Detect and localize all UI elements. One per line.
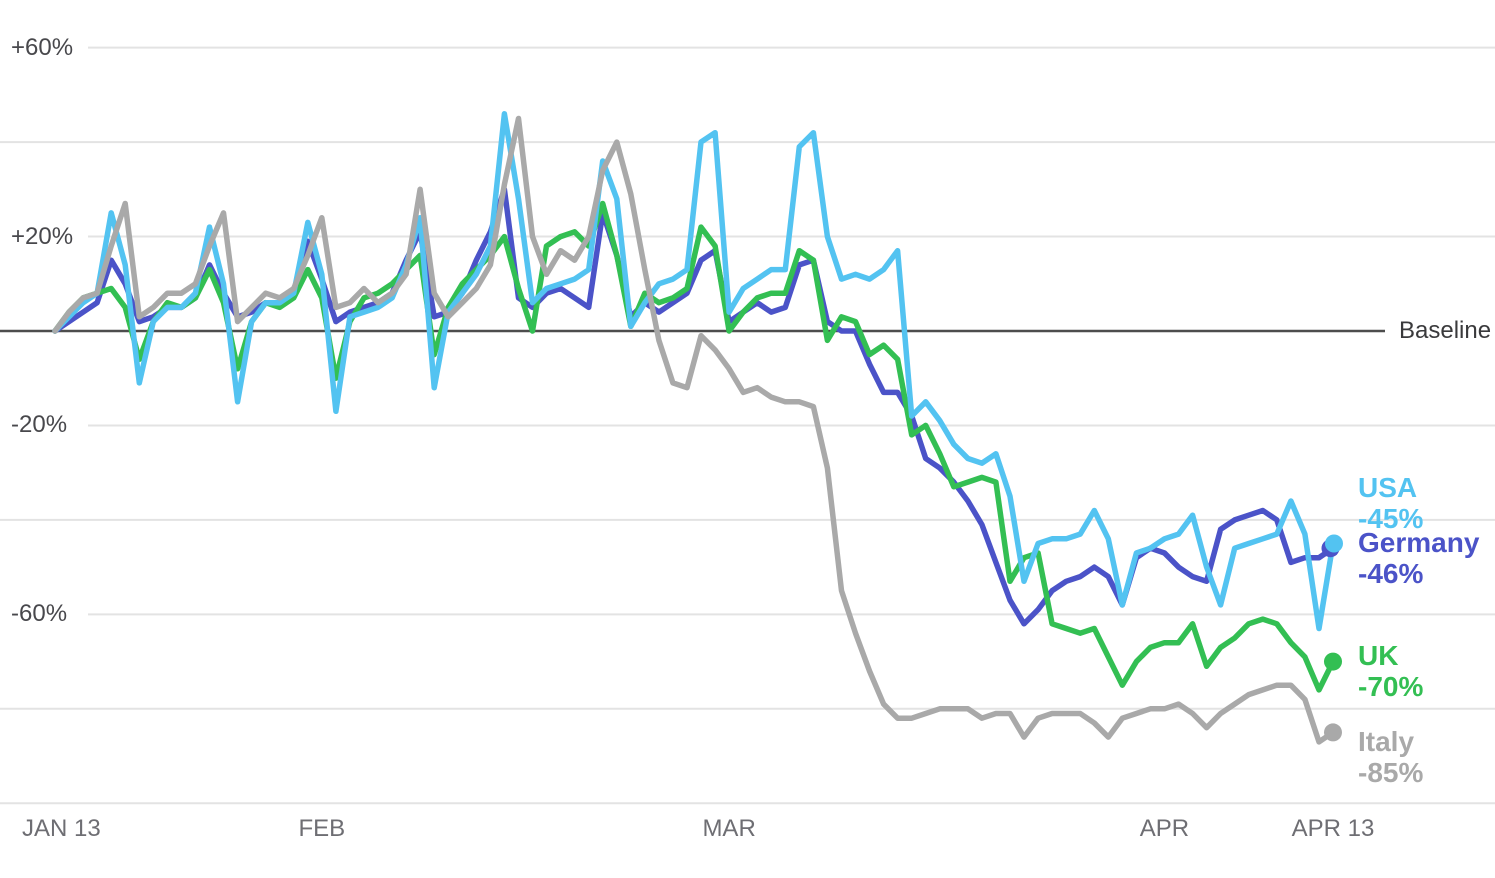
x-tick-label-0: JAN 13	[22, 815, 101, 842]
y-tick-label-60: +60%	[11, 33, 74, 61]
endpoint-dot-italy-icon	[1324, 723, 1342, 742]
y-tick-label--60: -60%	[11, 600, 68, 628]
legend-entry-germany: Germany -46%	[1358, 527, 1479, 589]
legend-entry-usa: USA -45%	[1358, 472, 1423, 534]
series-line-usa	[52, 111, 1336, 632]
x-tick-label-1: FEB	[298, 815, 346, 842]
legend-entry-italy: Italy -85%	[1358, 726, 1423, 788]
legend-value-italy: -85%	[1358, 757, 1424, 788]
legend-value-uk: -70%	[1358, 671, 1424, 702]
endpoint-dot-uk-icon	[1324, 652, 1342, 671]
legend-name-usa: USA	[1358, 472, 1418, 503]
legend-name-italy: Italy	[1358, 726, 1415, 757]
x-tick-label-4: APR 13	[1291, 815, 1375, 842]
series-line-italy	[52, 115, 1336, 745]
legend-value-usa: -45%	[1358, 503, 1424, 534]
x-tick-label-2: MAR	[702, 815, 756, 842]
legend-name-germany: Germany	[1358, 527, 1480, 558]
legend-name-uk: UK	[1358, 640, 1399, 671]
baseline-label: Baseline	[1399, 317, 1492, 344]
y-tick-label-20: +20%	[11, 222, 74, 250]
legend-entry-uk: UK -70%	[1358, 640, 1423, 702]
endpoint-dot-usa-icon	[1325, 534, 1343, 553]
y-tick-label--20: -20%	[11, 411, 68, 439]
x-tick-label-3: APR	[1139, 815, 1190, 842]
legend-value-germany: -46%	[1358, 558, 1424, 589]
